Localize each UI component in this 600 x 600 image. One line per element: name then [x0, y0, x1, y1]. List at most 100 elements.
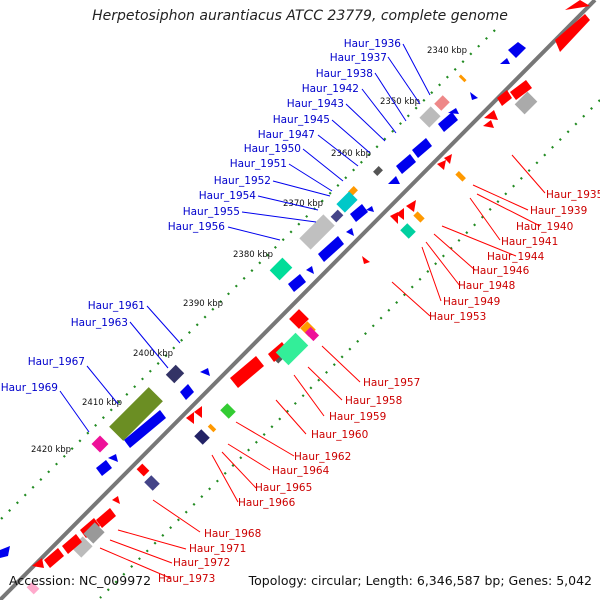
gene-feature [400, 223, 416, 239]
gene-feature [444, 154, 452, 164]
gene-feature [289, 309, 309, 329]
gene-label[interactable]: Haur_1963 [71, 317, 128, 329]
scale-label: 2390 kbp [183, 299, 223, 309]
gene-label[interactable]: Haur_1947 [258, 129, 315, 141]
gene-feature [288, 274, 306, 292]
topology-summary-text: Topology: circular; Length: 6,346,587 bp… [248, 573, 592, 588]
gene-label[interactable]: Haur_1962 [294, 451, 351, 463]
gene-label[interactable]: Haur_1972 [173, 557, 230, 569]
gene-feature [330, 209, 344, 223]
gene-feature [71, 536, 93, 558]
gene-label[interactable]: Haur_1936 [344, 38, 402, 50]
gene-feature [186, 412, 194, 424]
gene-feature [555, 14, 590, 52]
gene-label[interactable]: Haur_1935 [546, 189, 600, 201]
gene-feature [96, 460, 112, 476]
gene-label[interactable]: Haur_1942 [302, 83, 359, 95]
gene-feature [124, 410, 166, 448]
gene-feature [112, 496, 120, 504]
gene-feature [230, 356, 264, 388]
gene-label[interactable]: Haur_1961 [88, 300, 145, 312]
gene-feature [44, 548, 64, 568]
accession-text: Accession: NC_009972 [9, 573, 152, 588]
gene-label[interactable]: Haur_1940 [516, 221, 573, 233]
gene-feature [194, 429, 210, 445]
gene-label[interactable]: Haur_1950 [244, 143, 301, 155]
gene-feature [388, 176, 400, 184]
gene-feature [275, 332, 309, 366]
gene-feature [306, 266, 314, 274]
gene-feature [83, 522, 105, 544]
gene-label[interactable]: Haur_1958 [345, 395, 402, 407]
gene-feature [508, 42, 526, 58]
gene-label[interactable]: Haur_1953 [429, 311, 486, 323]
forward-connectors [59, 43, 431, 433]
gene-label[interactable]: Haur_1964 [272, 465, 330, 477]
gene-feature [0, 546, 10, 558]
gene-feature [275, 356, 283, 364]
reverse-connectors [99, 154, 546, 579]
gene-label[interactable]: Haur_1938 [316, 68, 373, 80]
gene-label[interactable]: Haur_1937 [330, 52, 387, 64]
gene-feature [438, 112, 458, 132]
gene-feature [437, 160, 446, 170]
gene-feature [144, 475, 160, 491]
gene-label[interactable]: Haur_1952 [214, 175, 271, 187]
gene-feature [497, 90, 512, 106]
gene-feature [413, 211, 425, 223]
gene-label[interactable]: Haur_1948 [458, 280, 515, 292]
gene-feature [269, 257, 293, 281]
gene-feature [419, 106, 441, 128]
scale-label: 2340 kbp [427, 46, 467, 56]
gene-feature [565, 0, 590, 10]
gene-label[interactable]: Haur_1957 [363, 377, 420, 389]
tick-tracks [0, 29, 600, 599]
scale-label: 2410 kbp [82, 398, 122, 408]
gene-label[interactable]: Haur_1960 [311, 429, 368, 441]
gene-label[interactable]: Haur_1946 [472, 265, 530, 277]
gene-label[interactable]: Haur_1939 [530, 205, 587, 217]
gene-feature [108, 454, 118, 462]
gene-feature [500, 58, 510, 64]
gene-label[interactable]: Haur_1956 [168, 221, 226, 233]
gene-feature [32, 558, 44, 568]
gene-feature [455, 171, 466, 182]
gene-feature [448, 108, 459, 114]
gene-label[interactable]: Haur_1954 [199, 190, 257, 202]
gene-feature [483, 120, 494, 128]
gene-feature [180, 384, 194, 400]
gene-feature [200, 368, 210, 376]
gene-feature [109, 387, 163, 441]
scale-label: 2420 kbp [31, 445, 71, 455]
gene-feature [318, 236, 344, 262]
gene-feature [396, 154, 416, 174]
gene-label[interactable]: Haur_1969 [1, 382, 58, 394]
gene-label[interactable]: Haur_1943 [287, 98, 344, 110]
gene-feature [304, 326, 320, 342]
scale-label: 2370 kbp [283, 199, 323, 209]
gene-label[interactable]: Haur_1973 [158, 573, 215, 585]
gene-label[interactable]: Haur_1966 [238, 497, 296, 509]
gene-label[interactable]: Haur_1971 [189, 543, 246, 555]
gene-feature [136, 463, 150, 477]
gene-feature [458, 74, 467, 83]
gene-label[interactable]: Haur_1944 [487, 251, 545, 263]
gene-feature [194, 406, 202, 418]
scale-labels: 2340 kbp 2350 kbp 2360 kbp 2370 kbp 2380… [31, 46, 467, 455]
gene-feature [514, 91, 538, 115]
gene-label[interactable]: Haur_1968 [204, 528, 261, 540]
gene-feature [412, 138, 432, 158]
gene-feature [91, 435, 109, 453]
gene-label[interactable]: Haur_1951 [230, 158, 287, 170]
gene-label[interactable]: Haur_1945 [273, 114, 330, 126]
gene-label[interactable]: Haur_1959 [329, 411, 386, 423]
gene-label[interactable]: Haur_1955 [183, 206, 240, 218]
gene-label[interactable]: Haur_1949 [443, 296, 500, 308]
gene-label[interactable]: Haur_1967 [28, 356, 85, 368]
gene-label[interactable]: Haur_1941 [501, 236, 558, 248]
reverse-gene-labels: Haur_1935 Haur_1939 Haur_1940 Haur_1941 … [158, 189, 600, 585]
gene-label[interactable]: Haur_1965 [255, 482, 312, 494]
gene-feature [366, 206, 374, 212]
